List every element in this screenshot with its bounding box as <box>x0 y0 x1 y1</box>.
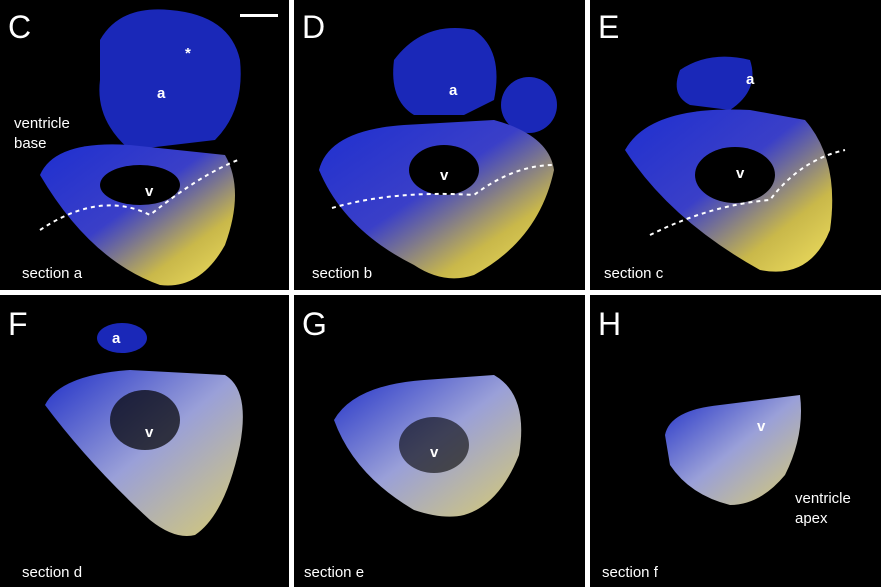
section-label: section b <box>312 265 372 282</box>
ventricle <box>319 120 554 279</box>
section-label: section c <box>604 265 664 282</box>
ventricle <box>45 370 243 536</box>
lumen <box>399 417 469 473</box>
section-label: section f <box>602 564 659 581</box>
region-label: v <box>145 183 154 200</box>
panel: H v ventricle apex section f <box>590 295 881 587</box>
panel: F a v section d <box>0 295 289 587</box>
note: base <box>14 135 47 152</box>
atrium <box>501 77 557 133</box>
atrium <box>99 9 241 150</box>
lumen <box>409 145 479 195</box>
panel-letter: C <box>8 9 31 45</box>
atrium <box>393 28 497 115</box>
panel-letter: E <box>598 9 619 45</box>
note: apex <box>795 510 828 527</box>
region-label: v <box>736 165 745 182</box>
panel-letter: G <box>302 306 327 342</box>
section-line <box>331 164 555 209</box>
lumen <box>110 390 180 450</box>
region-label: a <box>157 85 166 102</box>
ventricle <box>40 144 235 286</box>
panel: C * a v ventricle base section a <box>0 0 289 290</box>
atrium <box>676 56 753 110</box>
region-label: a <box>449 82 458 99</box>
region-label: * <box>185 45 191 62</box>
section-label: section a <box>22 265 83 282</box>
region-label: a <box>746 71 755 88</box>
region-label: a <box>112 330 121 347</box>
region-label: v <box>145 424 154 441</box>
section-line <box>649 149 846 236</box>
atrium <box>97 323 147 353</box>
panel-letter: F <box>8 306 28 342</box>
lumen <box>695 147 775 203</box>
scale-bar <box>240 14 278 17</box>
panel-letter: D <box>302 9 325 45</box>
panel: D a v section b <box>294 0 585 290</box>
lumen <box>100 165 180 205</box>
section-label: section e <box>304 564 364 581</box>
note: ventricle <box>795 490 851 507</box>
section-label: section d <box>22 564 82 581</box>
note: ventricle <box>14 115 70 132</box>
panel: E a v section c <box>590 0 881 290</box>
panel-letter: H <box>598 306 621 342</box>
section-line <box>39 159 239 231</box>
region-label: v <box>430 444 439 461</box>
panel: G v section e <box>294 295 585 587</box>
ventricle <box>665 395 801 505</box>
region-label: v <box>440 167 449 184</box>
region-label: v <box>757 418 766 435</box>
